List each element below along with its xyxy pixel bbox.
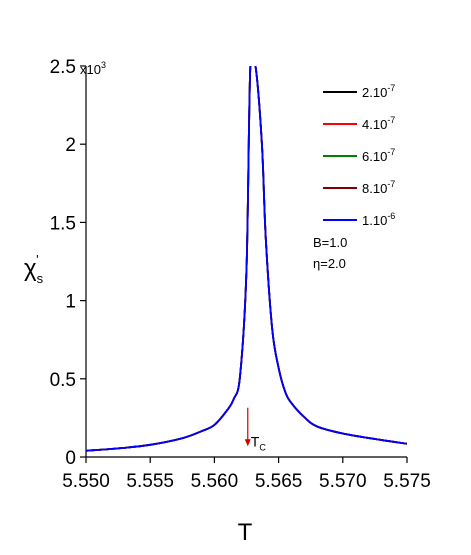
x-tick-label: 5.575 [383, 471, 431, 492]
y-tick-label: 1 [65, 292, 76, 313]
y-tick-label: 0.5 [50, 370, 76, 391]
y-tick-label: 1.5 [50, 213, 76, 234]
legend-label-exp: -7 [387, 115, 395, 125]
y-multiplier-base: x10 [80, 62, 101, 77]
x-ticks: 5.550 5.555 5.560 5.565 5.570 5.575 [62, 457, 431, 492]
legend: 2.10-74.10-76.10-78.10-71.10-6 [323, 83, 395, 228]
legend-label-base: 8.10 [362, 181, 387, 196]
param-b: B=1.0 [313, 235, 347, 250]
param-eta: η=2.0 [313, 256, 346, 271]
x-tick-label: 5.560 [191, 471, 239, 492]
legend-label-base: 4.10 [362, 117, 387, 132]
legend-label-base: 1.10 [362, 213, 387, 228]
y-tick-label: 2 [65, 135, 76, 156]
y-multiplier-label: x103 [80, 60, 106, 77]
y-ticks: 0 0.5 1 1.5 2 2.5 [50, 57, 86, 469]
legend-label-1: 2.10-7 [362, 83, 395, 100]
legend-label-base: 6.10 [362, 149, 387, 164]
legend-label-exp: -7 [387, 83, 395, 93]
tc-label-base: T [251, 433, 260, 449]
legend-label-exp: -7 [387, 179, 395, 189]
y-axis-label-base: χ [24, 255, 37, 282]
y-tick-label: 0 [65, 448, 76, 469]
y-tick-label: 2.5 [50, 57, 76, 78]
legend-label-4: 8.10-7 [362, 179, 395, 196]
x-axis-label: T [238, 519, 253, 546]
x-tick-label: 5.550 [62, 471, 110, 492]
tc-label-sub: C [259, 442, 266, 452]
y-axis-label-sub: s [37, 271, 44, 286]
y-multiplier-exp: 3 [101, 60, 106, 70]
legend-label-exp: -6 [387, 211, 395, 221]
series-line-5 [86, 66, 407, 452]
y-axis-label: χs ' [24, 252, 44, 286]
x-tick-label: 5.570 [319, 471, 367, 492]
x-tick-label: 5.565 [255, 471, 303, 492]
y-axis-label-sup: ' [36, 252, 38, 267]
legend-label-5: 1.10-6 [362, 211, 395, 228]
tc-arrow-head [244, 439, 251, 447]
legend-label-base: 2.10 [362, 85, 387, 100]
tc-label: TC [251, 433, 267, 452]
legend-label-exp: -7 [387, 147, 395, 157]
tc-annotation: TC [244, 407, 267, 452]
series-curves [86, 66, 407, 452]
x-tick-label: 5.555 [126, 471, 174, 492]
legend-label-3: 6.10-7 [362, 147, 395, 164]
legend-label-2: 4.10-7 [362, 115, 395, 132]
